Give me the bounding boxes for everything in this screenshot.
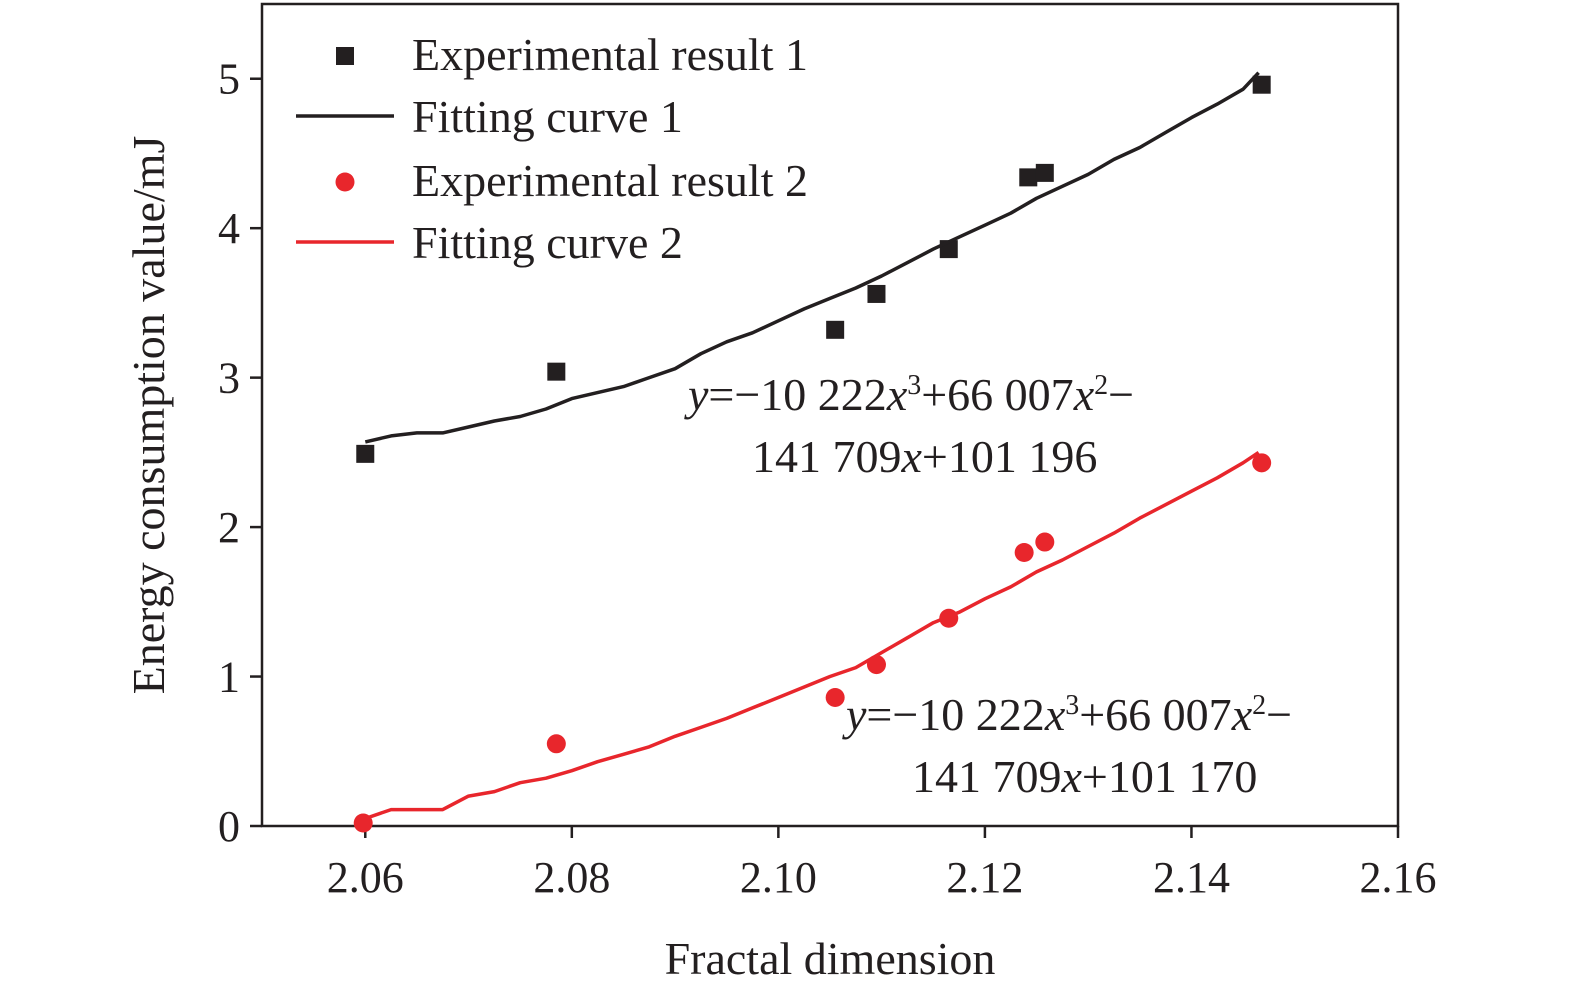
equation-part: y xyxy=(684,369,709,420)
equation-part: =−10 222 xyxy=(866,689,1044,740)
data-point-3-6 xyxy=(1014,542,1034,562)
y-tick-label: 5 xyxy=(218,55,240,104)
equation-part: +66 007 xyxy=(1079,689,1231,740)
y-tick-label: 1 xyxy=(218,653,240,702)
series-2 xyxy=(364,71,1260,444)
legend-item-4: Fitting curve 2 xyxy=(296,217,683,268)
x-tick-label: 2.06 xyxy=(327,853,404,902)
equation-part: − xyxy=(1266,689,1292,740)
series-layer xyxy=(353,71,1272,833)
legend-label: Experimental result 1 xyxy=(412,29,808,80)
equation-part: x xyxy=(901,431,923,482)
legend-item-2: Fitting curve 1 xyxy=(296,91,683,142)
fit-line-4 xyxy=(364,450,1260,821)
equation-part: 2 xyxy=(1252,690,1266,721)
equation-line: 141 709x+101 170 xyxy=(912,751,1257,802)
equation-part: x xyxy=(1231,689,1253,740)
data-point-1-3 xyxy=(826,320,845,339)
equation-part: 3 xyxy=(907,370,921,401)
y-tick-label: 4 xyxy=(218,204,240,253)
y-tick-label: 2 xyxy=(218,503,240,552)
x-axis: 2.06 2.08 2.10 2.12 2.14 2.16 xyxy=(327,826,1437,902)
equation-part: +101 170 xyxy=(1082,751,1257,802)
data-point-3-8 xyxy=(1252,453,1272,473)
series-3 xyxy=(353,453,1272,833)
legend-label: Fitting curve 1 xyxy=(412,91,683,142)
legend-swatch-marker xyxy=(335,172,355,192)
data-point-1-8 xyxy=(1252,75,1271,94)
data-point-1-7 xyxy=(1035,163,1054,182)
x-tick-label: 2.10 xyxy=(740,853,817,902)
equation-part: 3 xyxy=(1065,690,1079,721)
y-axis-title: Energy consumption value/mJ xyxy=(123,136,174,695)
x-tick-label: 2.12 xyxy=(946,853,1023,902)
data-point-3-2 xyxy=(546,734,566,754)
fit-line-2 xyxy=(364,71,1260,444)
x-tick-label: 2.14 xyxy=(1153,853,1230,902)
equation-part: x xyxy=(886,369,908,420)
equation-part: x xyxy=(1061,751,1083,802)
equation-part: − xyxy=(1108,369,1134,420)
x-tick-label: 2.08 xyxy=(533,853,610,902)
data-point-1-4 xyxy=(867,284,886,303)
equation-part: 2 xyxy=(1094,370,1108,401)
plot-frame-group xyxy=(260,2,1400,828)
equation-part: x xyxy=(1044,689,1066,740)
equation-part: +66 007 xyxy=(921,369,1073,420)
equation-part: y xyxy=(842,689,867,740)
data-point-3-7 xyxy=(1035,532,1055,552)
legend-item-1: Experimental result 1 xyxy=(336,29,808,80)
y-tick-label: 3 xyxy=(218,354,240,403)
equation-annotations: y=−10 222x3+66 007x2−141 709x+101 196y=−… xyxy=(684,369,1292,802)
legend-label: Experimental result 2 xyxy=(412,155,808,206)
legend-label: Fitting curve 2 xyxy=(412,217,683,268)
equation-part: x xyxy=(1073,369,1095,420)
legend: Experimental result 1 Fitting curve 1 Expe… xyxy=(296,29,808,268)
equation-part: 141 709 xyxy=(912,751,1062,802)
equation-part: =−10 222 xyxy=(708,369,886,420)
y-tick-label: 0 xyxy=(218,802,240,851)
equation-2: y=−10 222x3+66 007x2−141 709x+101 170 xyxy=(842,689,1292,802)
equation-line: 141 709x+101 196 xyxy=(752,431,1097,482)
series-4 xyxy=(364,450,1260,821)
equation-line: y=−10 222x3+66 007x2− xyxy=(684,369,1134,420)
equation-line: y=−10 222x3+66 007x2− xyxy=(842,689,1292,740)
data-point-3-3 xyxy=(825,687,845,707)
data-point-1-1 xyxy=(356,444,375,463)
equation-1: y=−10 222x3+66 007x2−141 709x+101 196 xyxy=(684,369,1134,482)
equation-part: +101 196 xyxy=(922,431,1097,482)
x-tick-label: 2.16 xyxy=(1360,853,1437,902)
legend-item-3: Experimental result 2 xyxy=(335,155,808,206)
x-axis-title: Fractal dimension xyxy=(665,933,996,984)
plot-frame xyxy=(260,2,1400,828)
series-1 xyxy=(356,75,1271,463)
data-point-1-2 xyxy=(547,362,566,381)
legend-swatch-marker xyxy=(336,47,354,65)
y-axis: 0 1 2 3 4 5 xyxy=(218,55,262,851)
data-point-1-6 xyxy=(1019,168,1038,187)
equation-part: 141 709 xyxy=(752,431,902,482)
